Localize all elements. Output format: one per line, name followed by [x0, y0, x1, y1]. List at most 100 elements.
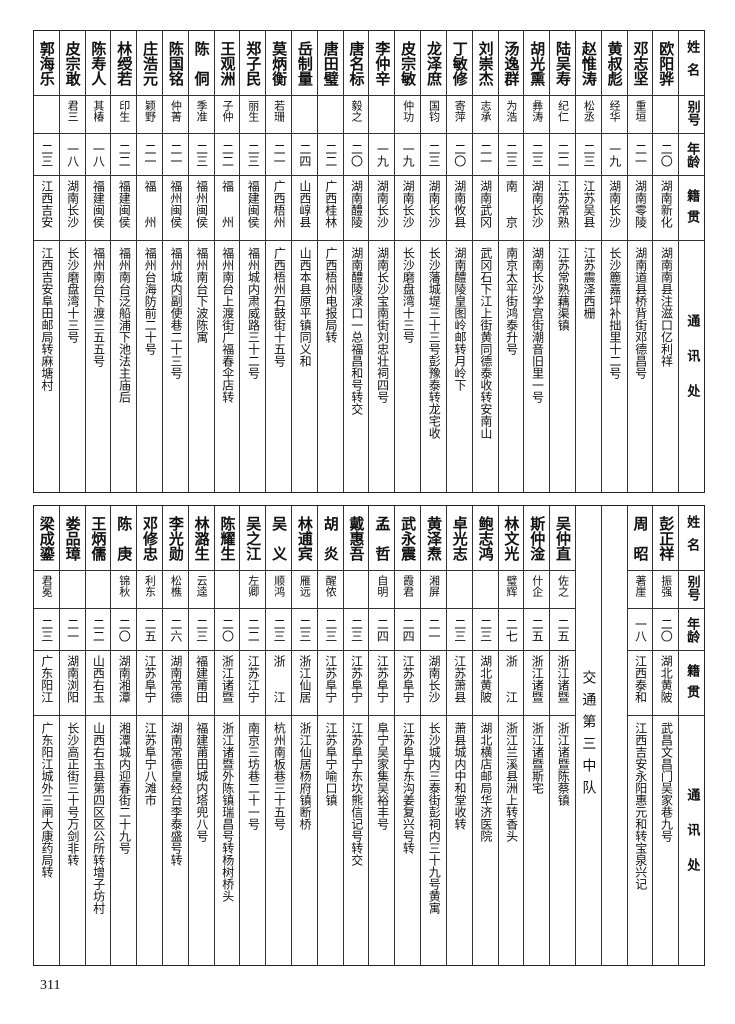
person-age-cell: 二一: [162, 134, 188, 176]
person-alias-cell: 重垣: [627, 96, 653, 134]
person-age: 二三: [194, 142, 209, 167]
person-alias-cell: 季准: [188, 96, 214, 134]
person-name-cell: 龙泽庶: [421, 31, 446, 96]
person-name: 娄品璋: [63, 515, 82, 561]
person-age: 二三: [194, 617, 209, 642]
person-native: 福 州: [143, 180, 158, 228]
person-alias-cell: 印生: [111, 96, 137, 134]
person-age-cell: 二五: [524, 609, 550, 651]
person-column: 胡 炎醒侬 二三 江苏阜宁 江苏阜宁喻口镇: [316, 506, 343, 965]
person-address-cell: 福建莆田城内塔兜八号: [189, 716, 214, 965]
person-native: 浙江诸暨: [556, 655, 571, 703]
person-name: 陈 庚: [115, 515, 134, 561]
person-name: 王观洲: [218, 40, 237, 86]
person-alias-cell: 醒侬: [317, 571, 343, 609]
person-name: 周 昭: [631, 515, 650, 561]
person-native: 湖南武冈: [478, 180, 493, 228]
person-native: 福 州: [220, 180, 235, 228]
person-address-cell: 阜宁吴家集吴裕丰号: [369, 716, 394, 965]
person-alias: 君三: [66, 100, 80, 122]
person-name-cell: 王观洲: [214, 31, 240, 96]
person-alias-cell: 若珊: [266, 96, 291, 134]
person-age: 二三: [426, 142, 441, 167]
person-native-cell: 湖南长沙: [369, 176, 395, 241]
header-cell-alias: 别号: [679, 96, 704, 134]
person-age-cell: 二五: [137, 609, 162, 651]
person-address-cell: 山西本县原平镇同义和: [292, 241, 317, 492]
person-alias: 自明: [375, 575, 389, 597]
person-alias: 左卿: [246, 575, 260, 597]
person-name-cell: 卓光志: [446, 506, 472, 571]
page-number: 311: [40, 978, 61, 993]
person-name: 唐名标: [347, 40, 366, 86]
person-name-cell: 汤逸群: [498, 31, 524, 96]
person-address: 湖北横店邮局华济医院: [478, 722, 493, 842]
person-alias-cell: 振强: [653, 571, 679, 609]
person-age: 一八: [91, 142, 106, 167]
person-address-cell: 长沙城内三泰街彭祠内三十九号黄寓: [421, 716, 446, 965]
person-address: 浙江仙居杨府镇断桥: [298, 722, 313, 830]
person-name: 黄泽焘: [424, 515, 443, 561]
person-age: 一八: [633, 617, 648, 642]
person-name: 林逋宾: [295, 515, 314, 561]
person-age: 二三: [272, 617, 287, 642]
person-alias: 著崖: [633, 575, 647, 597]
person-age: 二二: [220, 142, 235, 167]
person-alias: 湘屏: [427, 575, 441, 597]
person-address: 湘潭城内迎春街二十九号: [117, 722, 132, 854]
person-address-cell: 浙江兰溪县洲上转香头: [499, 716, 524, 965]
person-address-cell: 湖南醴陵皇图岭邮转月岭下: [447, 241, 472, 492]
person-alias-cell: 子仲: [214, 96, 240, 134]
person-age: 二五: [143, 617, 158, 642]
person-address: 湖南醴陵皇图岭邮转月岭下: [453, 247, 468, 391]
person-age: 二五: [556, 617, 571, 642]
person-alias: 什企: [530, 575, 544, 597]
person-alias-cell: 锦秋: [111, 571, 137, 609]
person-column: 黄叔彪 经华 一九 湖南长沙 长沙簏嘉坪补拙里十二号: [600, 31, 627, 492]
person-alias: 锦秋: [117, 575, 131, 597]
person-alias: 雁远: [298, 575, 312, 597]
person-name: 卓光志: [450, 515, 469, 561]
person-age-cell: 二〇: [653, 609, 679, 651]
person-column: 郭海乐 二三 江西吉安 江西吉安阜田邮局转麻塘村: [33, 31, 59, 492]
person-column: 吴之江 左卿 二二 江苏江宁 南京三坊巷二十一号: [239, 506, 266, 965]
person-age-cell: 二三: [292, 609, 317, 651]
person-native-cell: 湖北黄陂: [653, 651, 679, 716]
person-alias: 印生: [117, 100, 131, 122]
person-alias: 霞君: [401, 575, 415, 597]
header-column: 姓名 别号 年龄 籍贯 通讯处: [678, 506, 704, 965]
person-address: 江苏震泽西栅: [582, 247, 597, 319]
person-alias-cell: 国钧: [421, 96, 446, 134]
person-alias-cell: 左卿: [240, 571, 266, 609]
header-cell-address: 通讯处: [679, 241, 704, 492]
person-native: 福州闽侯: [168, 180, 183, 228]
person-name-cell: 林文光: [498, 506, 524, 571]
person-age-cell: 二三: [188, 609, 214, 651]
person-address-cell: 长沙磨盘湾十三号: [60, 241, 85, 492]
person-address-cell: 长沙藩城堤三十三号彭豫泰转龙宅收: [421, 241, 446, 492]
person-native-cell: 南 京: [498, 176, 524, 241]
person-native-cell: 山西右玉: [85, 651, 111, 716]
person-name-cell: 周 昭: [627, 506, 653, 571]
person-address: 长沙城内三泰街彭祠内三十九号黄寓: [427, 722, 442, 914]
person-address: 福州台海防前二十号: [143, 247, 158, 355]
person-age-cell: 二一: [421, 609, 446, 651]
person-name: 皮宗敏: [399, 40, 418, 86]
person-address: 江苏阜宁八滩市: [143, 722, 158, 806]
person-native-cell: 福州闽侯: [188, 176, 214, 241]
person-alias: 醒侬: [324, 575, 338, 597]
person-age-cell: 一九: [369, 134, 395, 176]
person-address-cell: 江苏阜宁东坎熊信记号转交: [344, 716, 369, 965]
header-label-name: 姓名: [684, 40, 700, 86]
person-address: 江西吉安阜田邮局转麻塘村: [40, 247, 55, 391]
person-alias: 颖野: [143, 100, 157, 122]
person-address: 湖南常德皇经台李泰盛号转: [169, 722, 184, 866]
person-name: 胡光熏: [528, 40, 547, 86]
person-address-cell: 江苏阜宁喻口镇: [318, 716, 343, 965]
person-native-cell: 湖南零陵: [627, 176, 653, 241]
person-alias-cell: 君三: [59, 96, 85, 134]
person-address: 江苏阜宁东沟姜复兴号转: [401, 722, 416, 854]
person-native-cell: 江西吉安: [33, 176, 59, 241]
person-address: 长沙高正街三十号万剑非转: [65, 722, 80, 866]
person-name: 赵惟涛: [579, 40, 598, 86]
